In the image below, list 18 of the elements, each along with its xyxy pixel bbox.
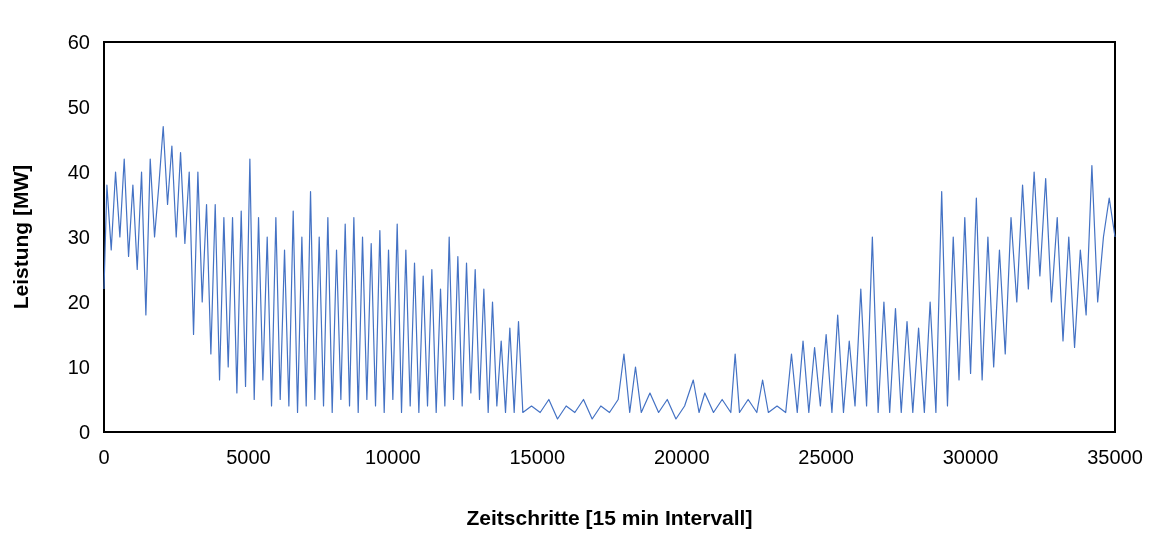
x-tick-label: 20000	[653, 446, 710, 468]
x-tick-label: 0	[98, 446, 110, 468]
x-axis-title: Zeitschritte [15 min Intervall]	[466, 506, 753, 529]
x-tick-label: 5000	[226, 446, 271, 468]
y-tick-label: 30	[67, 226, 90, 248]
y-tick-label: 20	[67, 291, 90, 313]
line-series	[103, 125, 1116, 420]
y-tick-label: 40	[67, 161, 90, 183]
x-tick-label: 30000	[942, 446, 999, 468]
x-tick-label: 35000	[1087, 446, 1143, 468]
x-tick-label: 25000	[798, 446, 854, 468]
x-tick-label: 15000	[509, 446, 566, 468]
y-tick-label: 50	[67, 96, 90, 118]
x-tick-label: 10000	[365, 446, 421, 468]
y-axis-title: Leistung [MW]	[9, 164, 32, 310]
y-tick-label: 60	[67, 31, 90, 53]
y-tick-label: 0	[78, 421, 90, 443]
y-tick-label: 10	[67, 356, 90, 378]
